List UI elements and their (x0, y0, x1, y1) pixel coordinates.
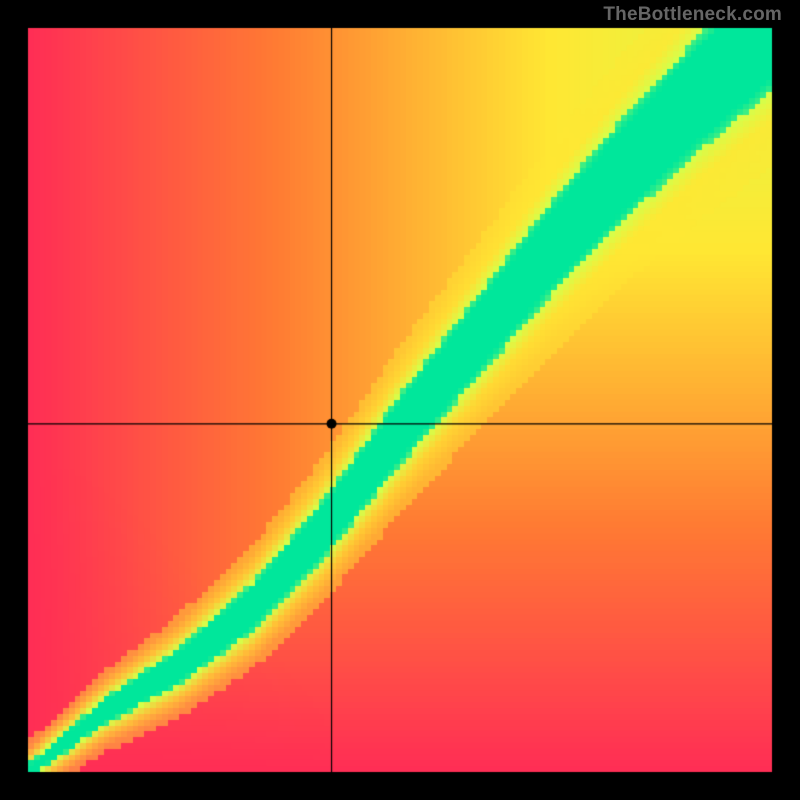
bottleneck-heatmap (0, 0, 800, 800)
watermark-text: TheBottleneck.com (603, 4, 782, 26)
chart-container: TheBottleneck.com (0, 0, 800, 800)
